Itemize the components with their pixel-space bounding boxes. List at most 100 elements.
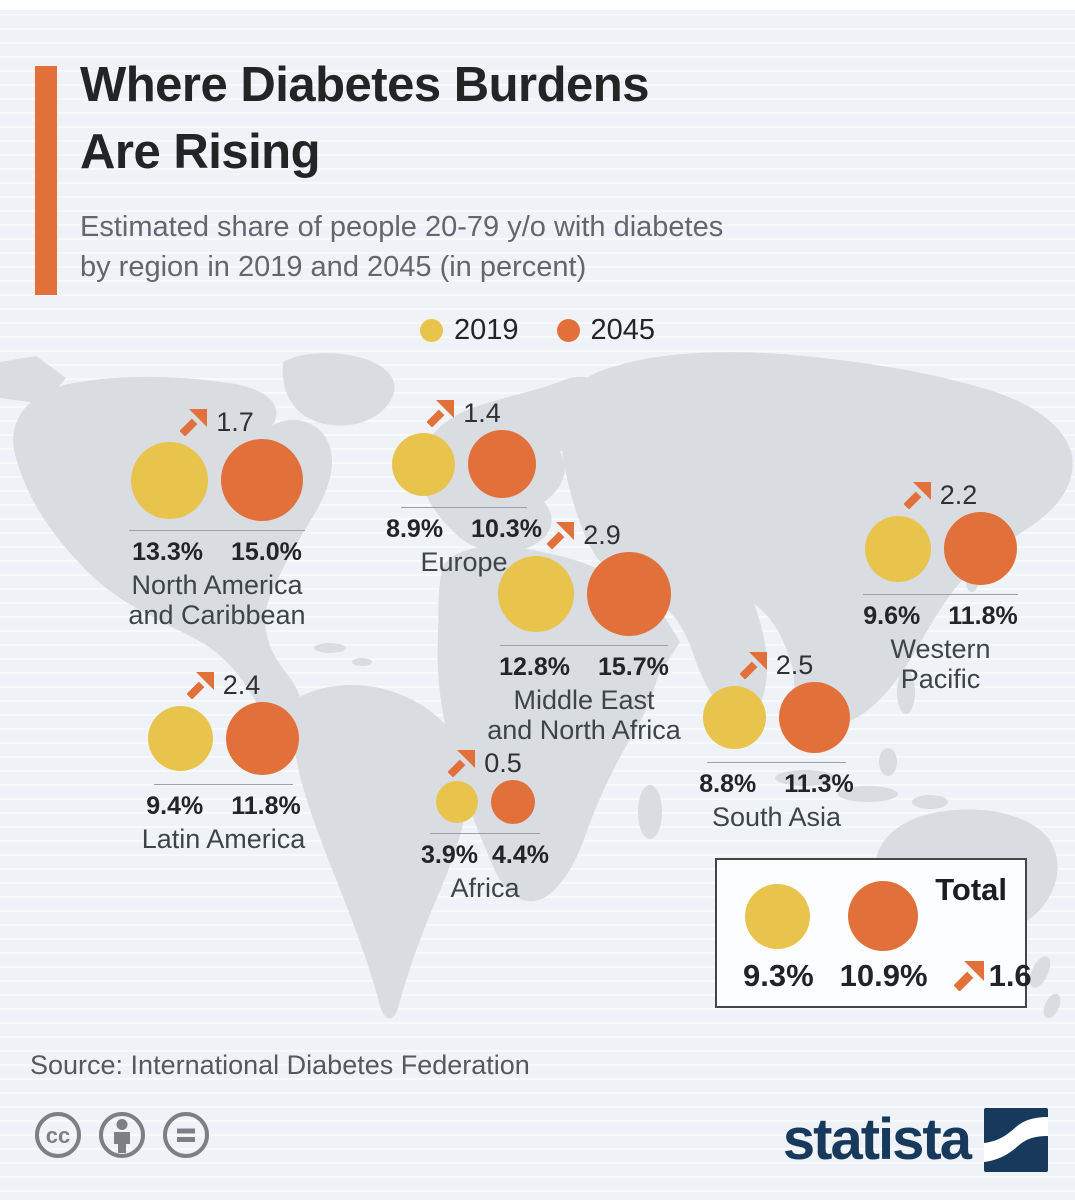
region-north-america-caribbean: 1.7 13.3% 15.0% North America and Caribb… <box>112 405 322 631</box>
region-name-line-1: Middle East <box>513 685 655 715</box>
bubble-2019 <box>148 706 213 771</box>
bubble-2019 <box>703 686 766 749</box>
change-row: 2.2 <box>848 478 1033 512</box>
title-line-1: Where Diabetes Burdens <box>80 58 650 112</box>
source-text: Source: International Diabetes Federatio… <box>30 1050 530 1080</box>
legend-dot-2019-icon <box>419 319 443 342</box>
cc-nd-equals-icon <box>163 1112 209 1158</box>
legend-item-2019: 2019 <box>419 314 519 347</box>
trend-up-arrow-icon <box>547 521 575 549</box>
bubble-pair <box>484 552 684 636</box>
change-row: 2.4 <box>141 668 306 702</box>
total-bubble-pair <box>745 880 918 952</box>
region-western-pacific: 2.2 9.6% 11.8% Western Pacific <box>848 478 1033 694</box>
total-value-2019: 9.3% <box>743 958 814 993</box>
region-name-line-1: South Asia <box>711 802 842 832</box>
bubble-2045 <box>226 702 299 775</box>
value-2019: 8.8% <box>699 770 757 798</box>
total-values-row: 9.3% 10.9% 1.6 <box>743 958 1032 994</box>
region-name-line-1: Latin America <box>141 824 306 854</box>
change-value: 0.5 <box>484 747 522 778</box>
bubble-pair <box>141 702 306 775</box>
value-2019: 12.8% <box>499 653 570 681</box>
change-row: 2.5 <box>694 648 859 682</box>
statista-logo-icon <box>984 1107 1048 1172</box>
region-name-line-2: and North Africa <box>487 715 681 745</box>
change-row: 1.7 <box>112 405 322 439</box>
region-name-line-1: Western Pacific <box>890 634 991 694</box>
region-middle-east-north-africa: 2.9 12.8% 15.7% Middle East and North Af… <box>484 518 684 746</box>
percent-row: 12.8% 15.7% <box>484 653 684 682</box>
region-europe: 1.4 8.9% 10.3% Europe <box>386 396 542 578</box>
region-name-line-1: Europe <box>420 547 508 577</box>
divider-line <box>500 645 668 646</box>
legend-item-2045: 2045 <box>556 314 656 347</box>
value-2019: 3.9% <box>421 841 478 869</box>
divider-line <box>862 594 1019 595</box>
bubble-2019 <box>497 556 574 632</box>
total-value-2045: 10.9% <box>839 958 928 993</box>
change-value: 2.2 <box>939 479 978 510</box>
cc-license-icons: cc <box>33 1110 211 1160</box>
top-white-strip <box>0 0 1075 10</box>
divider-line <box>707 762 846 763</box>
trend-up-arrow-icon <box>186 671 214 699</box>
change-value: 1.7 <box>216 406 254 437</box>
trend-up-arrow-icon <box>953 961 984 991</box>
bubble-2019 <box>864 515 931 582</box>
region-name-line-1: Africa <box>450 873 520 903</box>
divider-line <box>401 507 527 508</box>
subtitle-line-1: Estimated share of people 20-79 y/o with… <box>80 211 724 243</box>
cc-icon: cc <box>35 1112 81 1158</box>
bubble-2019 <box>131 441 208 519</box>
value-2045: 15.7% <box>598 653 669 681</box>
statista-wordmark: statista <box>782 1107 972 1172</box>
region-name: Middle East and North Africa <box>484 685 684 745</box>
trend-up-arrow-icon <box>903 481 931 509</box>
title-accent-bar <box>35 66 57 295</box>
total-bubble-2045 <box>848 881 918 951</box>
divider-line <box>430 833 540 834</box>
page-title: Where Diabetes Burdens Are Rising <box>80 52 980 186</box>
region-name-line-2: and Caribbean <box>128 600 306 630</box>
change-row: 1.4 <box>389 396 539 430</box>
trend-up-arrow-icon <box>180 408 208 436</box>
bubble-2045 <box>943 512 1017 585</box>
percent-row: 8.9% 10.3% <box>386 515 542 544</box>
bubble-pair <box>389 430 539 498</box>
total-box: Total 9.3% 10.9% 1.6 <box>715 858 1032 1008</box>
value-2019: 9.4% <box>146 792 204 820</box>
change-value: 2.4 <box>222 669 261 700</box>
page-subtitle: Estimated share of people 20-79 y/o with… <box>80 207 980 287</box>
total-bubble-2019 <box>745 883 810 949</box>
bubble-2019 <box>435 781 478 823</box>
bubble-2045 <box>221 439 303 521</box>
legend: 2019 2045 <box>0 314 1075 347</box>
change-row: 2.9 <box>484 518 684 552</box>
bubble-pair <box>112 439 322 521</box>
svg-text:cc: cc <box>46 1123 70 1148</box>
value-2019: 9.6% <box>863 602 921 630</box>
change-value: 2.5 <box>775 649 814 680</box>
legend-dot-2045-icon <box>556 319 580 342</box>
region-africa: 0.5 3.9% 4.4% Africa <box>420 746 550 904</box>
map-area: 1.7 13.3% 15.0% North America and Caribb… <box>0 350 1075 1040</box>
region-south-asia: 2.5 8.8% 11.3% South Asia <box>694 648 859 833</box>
value-2045: 11.3% <box>784 770 854 798</box>
divider-line <box>128 530 306 531</box>
legend-label-2019: 2019 <box>453 314 519 346</box>
change-value: 2.9 <box>583 519 621 550</box>
region-name: Africa <box>420 873 550 903</box>
value-2045: 11.8% <box>948 602 1018 630</box>
total-label: Total <box>935 872 1007 907</box>
trend-up-arrow-icon <box>427 399 455 427</box>
region-name: South Asia <box>694 802 859 832</box>
bubble-2045 <box>586 552 671 636</box>
region-name: North America and Caribbean <box>112 570 322 630</box>
total-change-value: 1.6 <box>988 958 1032 993</box>
value-2045: 4.4% <box>492 841 549 869</box>
region-name-line-1: North America <box>131 570 303 600</box>
bubble-pair <box>420 780 550 824</box>
legend-label-2045: 2045 <box>590 314 656 346</box>
